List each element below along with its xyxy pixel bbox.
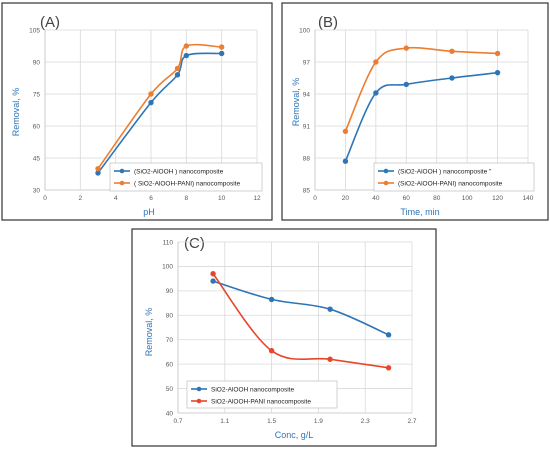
panel-a-y-axis-label: Removal, % [11, 88, 21, 137]
panel-b-letter: (B) [318, 14, 338, 31]
panel-c-series-2-point [268, 348, 275, 354]
panel-b-series-2-point [373, 59, 379, 65]
panel-c-legend-entry: SiO2-AlOOH-PANI nanocomposite [211, 398, 311, 405]
panel-c-legend-swatch-marker [196, 386, 202, 392]
panel-a-x-tick-label: 2 [79, 195, 83, 202]
panel-a-legend [109, 162, 263, 192]
panel-c-series-1-point [327, 306, 333, 312]
panel-a-series-2-point [218, 44, 225, 50]
panel-b-x-tick-label: 20 [342, 195, 350, 202]
panel-c-x-tick-label: 2.7 [407, 418, 416, 425]
panel-b-chart: (B) Removal, % Time, min 85 88 91 94 97 100 0 2… [281, 2, 549, 221]
panel-b-x-axis-label: Time, min [400, 207, 439, 217]
panel-c-x-tick-label: 1.1 [220, 418, 229, 425]
panel-b-y-tick-label: 85 [303, 187, 311, 194]
panel-b-y-tick-label: 100 [299, 27, 310, 34]
panel-b-series-1-point [403, 81, 409, 88]
panel-a-legend-entry: (SiO2-AlOOH ) nanocomposite [134, 168, 224, 175]
panel-c-x-tick-label: 2.3 [361, 418, 370, 425]
panel-a-legend-entry: ( SiO2-AlOOH-PANI) nanocomposite [134, 180, 240, 187]
panel-c-y-tick-label: 70 [166, 337, 174, 344]
panel-b-x-tick-label: 80 [433, 195, 441, 202]
panel-a-x-tick-label: 4 [114, 195, 118, 202]
panel-a-legend-swatch-marker [119, 168, 125, 174]
panel-a-x-axis-label: pH [143, 207, 155, 217]
panel-b-x-tick-label: 60 [403, 195, 411, 202]
panel-a-chart: (A) Removal, % pH 30 45 60 75 90 105 0 2 4 6 8 10 12… [1, 2, 273, 221]
panel-c-y-tick-label: 60 [166, 361, 174, 368]
panel-a-letter: (A) [40, 14, 60, 31]
panel-c-legend-entry: SiO2-AlOOH nanocomposite [211, 386, 294, 393]
panel-a-series-2-point [174, 65, 181, 72]
panel-a-series-1-point [183, 52, 190, 59]
panel-c-series-2-point [385, 365, 392, 371]
panel-a-y-tick-label: 105 [29, 27, 40, 34]
panel-a-y-tick-label: 60 [33, 123, 41, 130]
panel-a-y-tick-label: 90 [33, 59, 41, 66]
panel-b-series-1-point [373, 90, 379, 96]
panel-b-x-tick-label: 100 [462, 195, 473, 202]
panel-c-series-1-point [385, 332, 392, 338]
panel-b-x-tick-label: 120 [492, 195, 503, 202]
panel-b-legend-swatch-marker [383, 180, 389, 186]
panel-a-series-1-point [218, 50, 225, 57]
panel-c-x-tick-label: 1.5 [267, 418, 276, 425]
panel-a-series-2-point [183, 43, 190, 49]
panel-c-y-tick-label: 50 [166, 386, 174, 393]
panel-c-series-1-point [268, 296, 275, 303]
panel-b-series-1-point [342, 158, 349, 164]
panel-b-x-tick-label: 0 [313, 195, 317, 202]
panel-c-y-tick-label: 100 [162, 264, 173, 271]
panel-c-y-tick-label: 110 [163, 239, 174, 246]
panel-c-x-tick-label: 1.9 [314, 418, 323, 425]
panel-c-legend-swatch-marker [196, 398, 202, 404]
panel-c-x-tick-label: 0.7 [173, 418, 182, 425]
panel-a-x-tick-label: 0 [43, 195, 47, 202]
panel-c-y-axis-label: Removal, % [144, 308, 154, 357]
panel-a-series-2-point [95, 165, 101, 172]
panel-b-legend [373, 162, 535, 192]
panel-b-y-axis-label: Removal, % [291, 78, 301, 127]
panel-c-series-2-point [210, 271, 216, 277]
panel-b-y-tick-label: 88 [303, 155, 311, 162]
panel-b-series-1-point [494, 69, 501, 76]
panel-b-y-tick-label: 97 [303, 59, 311, 66]
panel-a-series-2-point [148, 91, 154, 97]
panel-a-y-tick-label: 75 [33, 91, 41, 98]
panel-b-series-2-point [342, 128, 349, 135]
panel-b-y-tick-label: 91 [303, 123, 311, 130]
panel-c-chart: (C) Removal, % Conc, g/L 40 50 60 70 80 90 100… [131, 228, 437, 447]
panel-a-x-tick-label: 6 [149, 195, 153, 202]
panel-b-x-tick-label: 140 [523, 195, 534, 202]
panel-c-series-1-point [210, 278, 216, 284]
panel-b-legend-entry: (SiO2-AlOOH ) nanocomposite " [398, 168, 492, 175]
panel-b-y-tick-label: 94 [303, 91, 311, 98]
panel-a-x-tick-label: 12 [253, 195, 261, 202]
panel-b-legend-entry: (SiO2-AlOOH-PANI) nanocomposite [398, 180, 503, 187]
panel-b-series-2-point [449, 48, 455, 55]
panel-c-series-1-line [212, 280, 389, 336]
panel-b-series-1-point [449, 75, 455, 81]
panel-c-x-axis-label: Conc, g/L [275, 430, 314, 440]
panel-b-series-2-point [494, 50, 501, 57]
panel-c-series-2-line [212, 273, 389, 369]
panel-a-series-1-point [174, 72, 181, 78]
panel-c-letter: (C) [184, 235, 205, 252]
panel-b-series-2-point [403, 45, 409, 51]
panel-c-y-tick-label: 80 [166, 313, 174, 320]
panel-c-y-tick-label: 90 [166, 288, 174, 295]
panel-a-series-1-point [148, 99, 154, 106]
panel-c-legend [186, 380, 338, 409]
panel-a-legend-swatch-marker [119, 180, 125, 186]
panel-c-y-tick-label: 40 [166, 410, 174, 417]
panel-a-x-tick-label: 8 [185, 195, 189, 202]
panel-a-y-tick-label: 45 [33, 155, 41, 162]
panel-a-x-tick-label: 10 [218, 195, 226, 202]
panel-b-legend-swatch-marker [383, 168, 389, 174]
panel-a-y-tick-label: 30 [33, 187, 41, 194]
panel-c-frame [131, 228, 437, 447]
panel-b-x-tick-label: 40 [372, 195, 380, 202]
panel-c-series-2-point [327, 356, 333, 362]
